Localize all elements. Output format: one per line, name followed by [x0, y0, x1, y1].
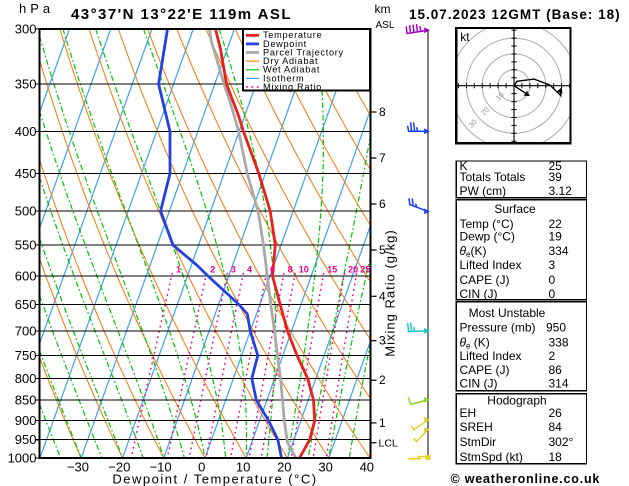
svg-text:4: 4 [247, 265, 252, 275]
svg-text:Temp (°C): Temp (°C) [460, 217, 514, 231]
svg-text:−30: −30 [67, 460, 89, 475]
svg-text:3: 3 [549, 258, 556, 272]
svg-text:2: 2 [210, 265, 215, 275]
svg-text:LCL: LCL [379, 437, 398, 449]
svg-text:Wet Adiabat: Wet Adiabat [263, 65, 320, 75]
svg-text:Isotherm: Isotherm [263, 73, 304, 83]
svg-text:−20: −20 [108, 460, 130, 475]
svg-text:Dewpoint: Dewpoint [263, 39, 307, 49]
svg-text:84: 84 [549, 420, 563, 434]
svg-text:Hodograph: Hodograph [487, 394, 546, 408]
svg-text:30: 30 [318, 460, 332, 475]
svg-text:StmDir: StmDir [460, 435, 497, 449]
svg-text:18: 18 [549, 450, 563, 464]
svg-text:Mixing Ratio: Mixing Ratio [263, 82, 322, 92]
svg-text:39: 39 [549, 170, 563, 184]
svg-text:8: 8 [288, 265, 293, 275]
svg-text:Surface: Surface [494, 202, 536, 216]
svg-text:Mixing Ratio (g/kg): Mixing Ratio (g/kg) [383, 229, 398, 356]
svg-text:CAPE (J): CAPE (J) [460, 363, 510, 377]
svg-text:338: 338 [549, 335, 569, 349]
svg-text:86: 86 [549, 363, 563, 377]
svg-text:Dewp (°C): Dewp (°C) [460, 229, 515, 243]
svg-text:400: 400 [15, 124, 37, 139]
svg-text:25: 25 [360, 265, 370, 275]
svg-text:PW (cm): PW (cm) [460, 184, 507, 198]
svg-text:19: 19 [549, 229, 563, 243]
svg-text:6: 6 [270, 265, 275, 275]
svg-text:1: 1 [176, 265, 181, 275]
svg-text:1: 1 [379, 416, 386, 430]
svg-text:15.07.2023 12GMT (Base: 18): 15.07.2023 12GMT (Base: 18) [409, 7, 621, 22]
svg-text:950: 950 [546, 321, 566, 335]
svg-text:Lifted Index: Lifted Index [460, 349, 522, 363]
svg-text:302°: 302° [549, 435, 574, 449]
svg-text:3.12: 3.12 [549, 184, 573, 198]
svg-text:0: 0 [198, 460, 205, 475]
svg-text:0: 0 [549, 287, 556, 301]
svg-text:4: 4 [379, 289, 386, 303]
svg-text:Pressure (mb): Pressure (mb) [460, 321, 536, 335]
svg-text:6: 6 [379, 197, 386, 211]
svg-text:20: 20 [348, 265, 358, 275]
svg-text:hPa: hPa [19, 1, 54, 16]
svg-text:550: 550 [15, 237, 37, 252]
svg-text:Totals Totals: Totals Totals [460, 170, 526, 184]
svg-text:−10: −10 [150, 460, 172, 475]
svg-text:Dry Adiabat: Dry Adiabat [263, 56, 318, 66]
svg-text:0: 0 [549, 273, 556, 287]
svg-text:3: 3 [379, 334, 386, 348]
svg-text:Lifted Index: Lifted Index [460, 258, 522, 272]
svg-text:22: 22 [549, 217, 563, 231]
svg-text:Most Unstable: Most Unstable [469, 306, 546, 320]
svg-text:© weatheronline.co.uk: © weatheronline.co.uk [451, 472, 601, 486]
svg-text:950: 950 [15, 432, 37, 447]
svg-text:Parcel Trajectory: Parcel Trajectory [263, 47, 344, 57]
svg-text:314: 314 [549, 377, 569, 391]
svg-text:SREH: SREH [460, 420, 493, 434]
svg-text:750: 750 [15, 348, 37, 363]
svg-text:2: 2 [549, 349, 556, 363]
svg-text:500: 500 [15, 203, 37, 218]
svg-text:334: 334 [549, 244, 569, 258]
svg-text:10: 10 [236, 460, 250, 475]
svg-text:K: K [460, 159, 468, 173]
svg-text:20: 20 [277, 460, 291, 475]
svg-text:25: 25 [549, 159, 563, 173]
svg-text:8: 8 [379, 105, 386, 119]
svg-text:700: 700 [15, 323, 37, 338]
svg-text:Temperature: Temperature [263, 30, 322, 40]
svg-text:800: 800 [15, 371, 37, 386]
svg-text:850: 850 [15, 393, 37, 408]
svg-text:CAPE (J): CAPE (J) [460, 273, 510, 287]
svg-text:2: 2 [379, 373, 386, 387]
svg-text:15: 15 [327, 265, 337, 275]
svg-text:kt: kt [460, 30, 470, 44]
svg-text:CIN (J): CIN (J) [460, 377, 498, 391]
svg-text:350: 350 [15, 76, 37, 91]
svg-text:7: 7 [379, 151, 386, 165]
svg-text:CIN (J): CIN (J) [460, 287, 498, 301]
svg-text:10: 10 [299, 265, 309, 275]
svg-text:900: 900 [15, 413, 37, 428]
svg-text:Dewpoint / Temperature (°C): Dewpoint / Temperature (°C) [112, 472, 317, 486]
svg-text:43°37'N 13°22'E 119m ASL: 43°37'N 13°22'E 119m ASL [71, 6, 292, 23]
svg-text:26: 26 [549, 406, 563, 420]
svg-text:450: 450 [15, 166, 37, 181]
svg-text:5: 5 [379, 243, 386, 257]
svg-text:1000: 1000 [8, 450, 37, 465]
svg-text:θe(K): θe(K) [460, 244, 487, 259]
svg-text:40: 40 [360, 460, 374, 475]
svg-text:km: km [375, 2, 391, 16]
svg-text:StmSpd (kt): StmSpd (kt) [460, 450, 523, 464]
svg-text:650: 650 [15, 297, 37, 312]
svg-text:3: 3 [231, 265, 236, 275]
svg-text:EH: EH [460, 406, 477, 420]
svg-text:ASL: ASL [376, 20, 395, 31]
svg-text:600: 600 [15, 268, 37, 283]
svg-text:300: 300 [15, 21, 37, 36]
